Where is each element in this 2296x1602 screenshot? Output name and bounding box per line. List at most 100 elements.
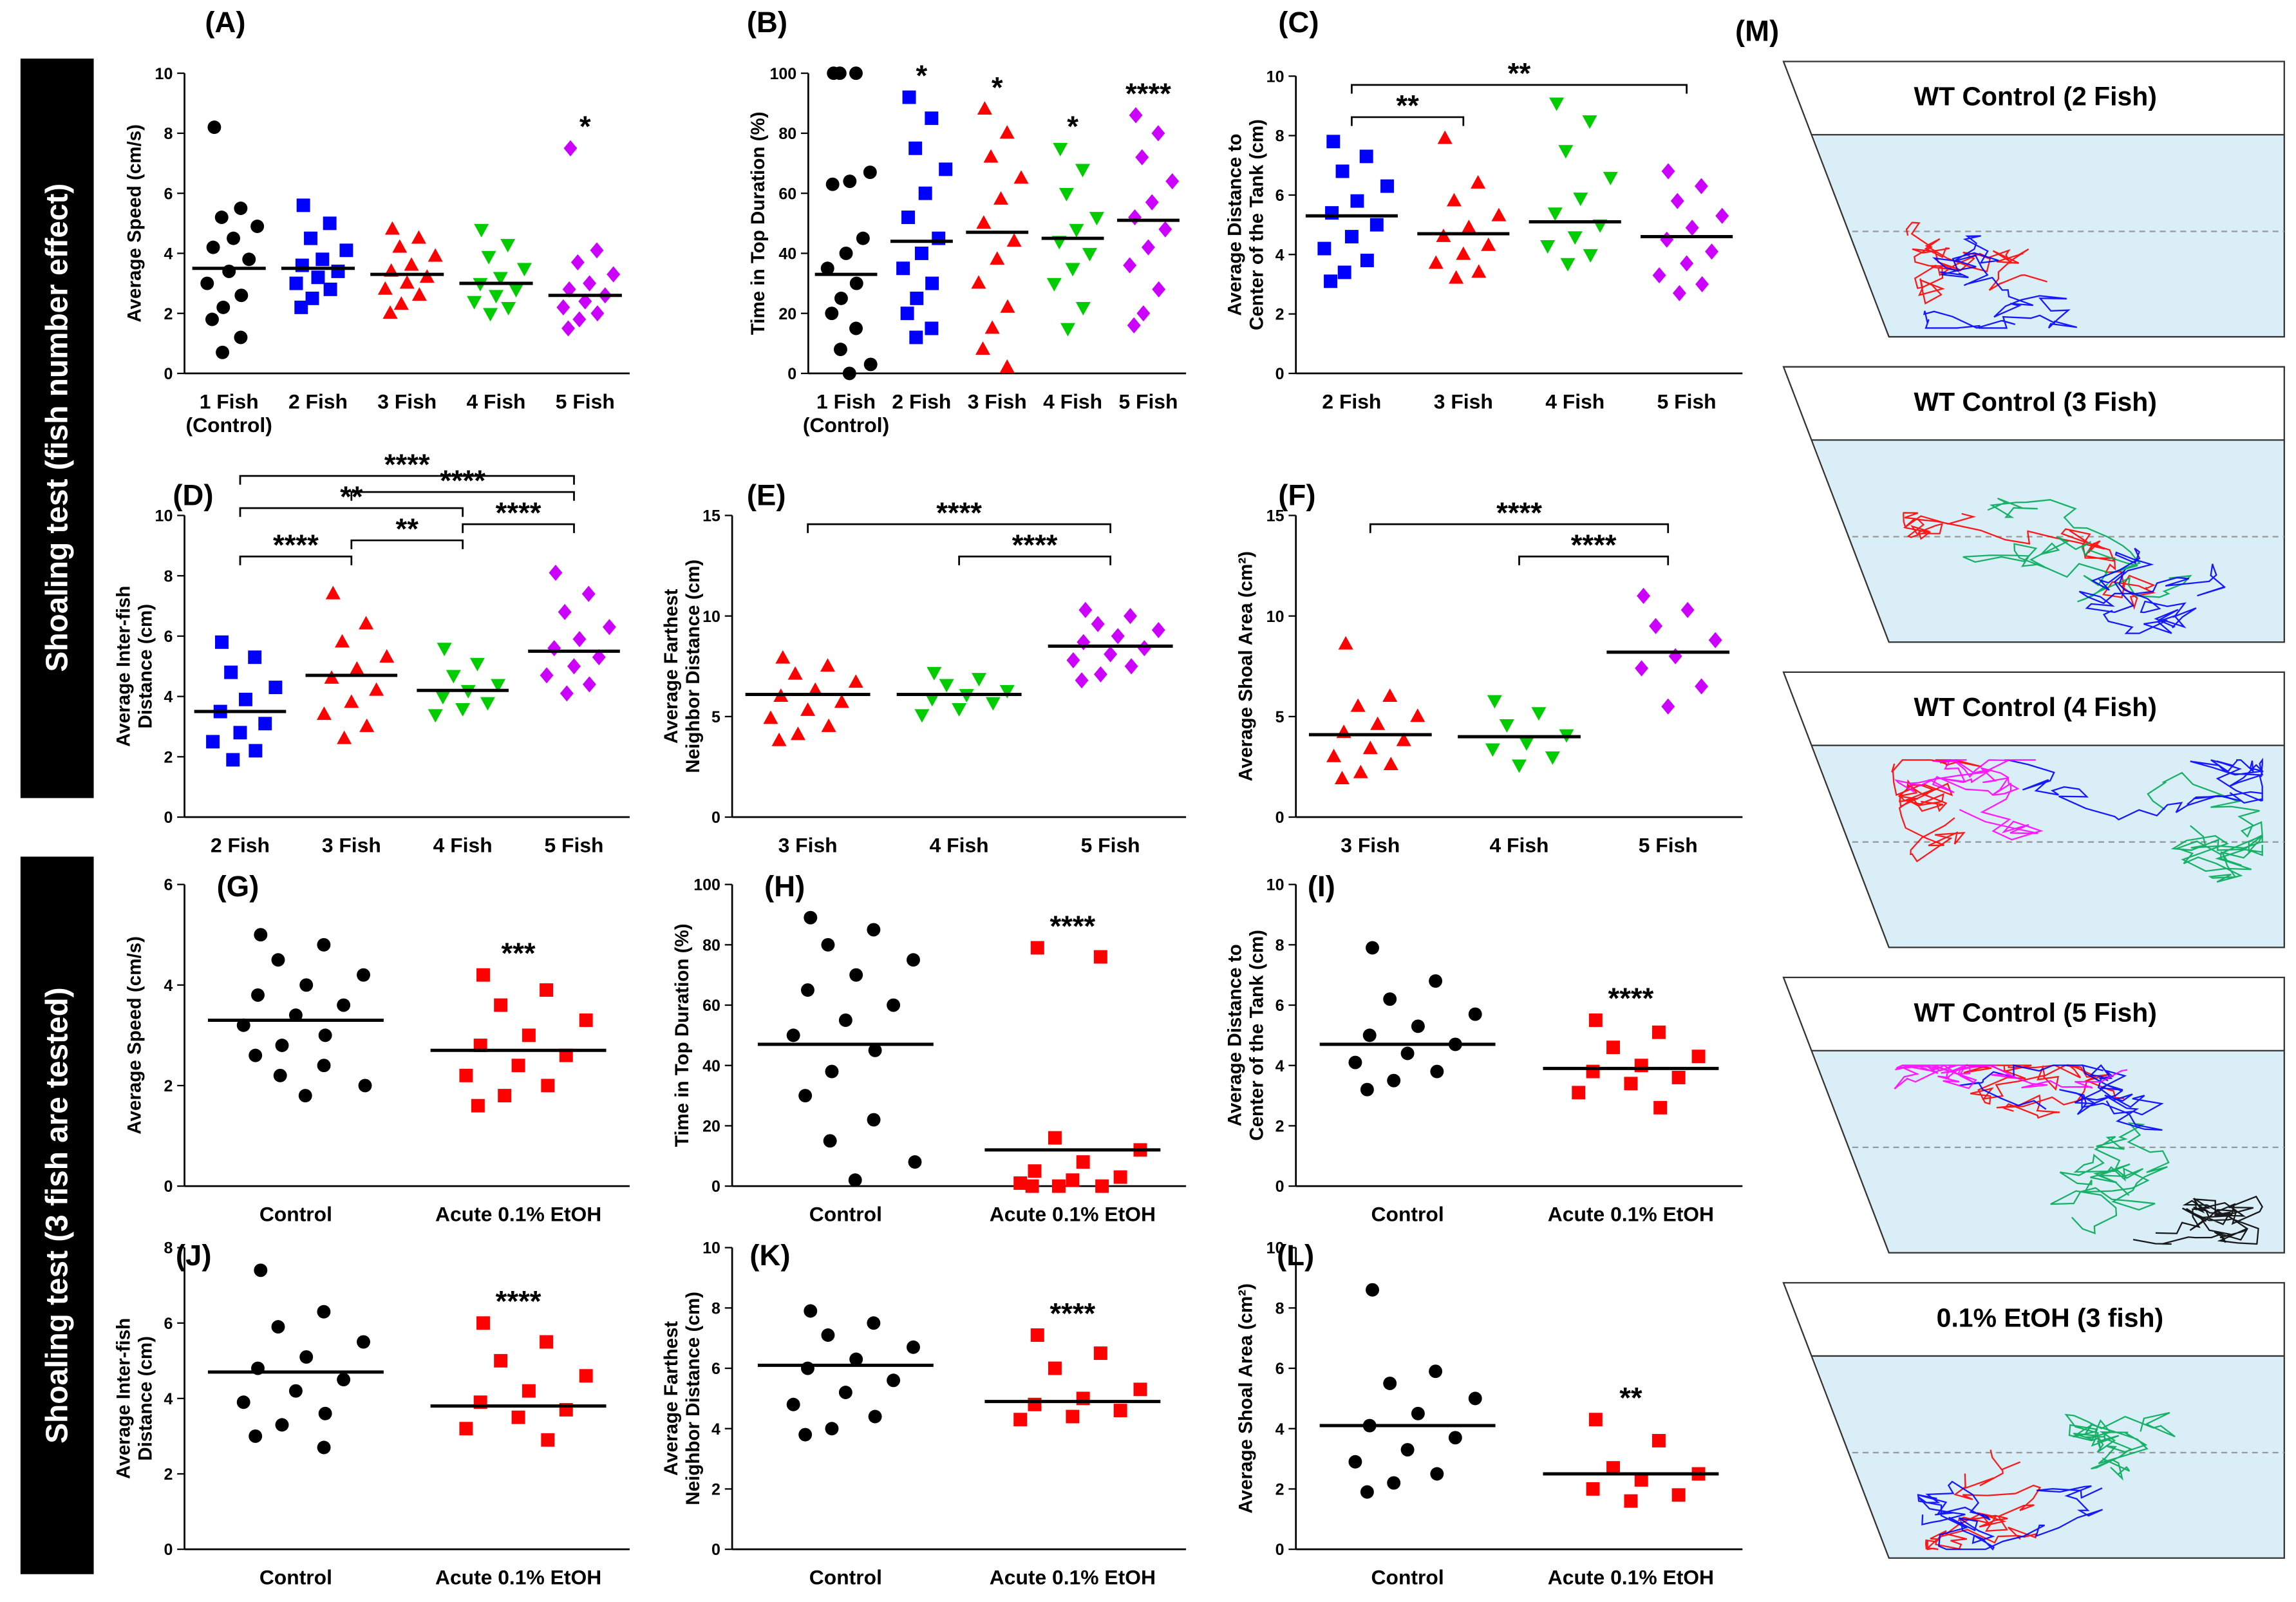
point [561,320,576,337]
point [227,231,240,245]
point [1560,258,1576,272]
panel-label: (J) [176,1239,212,1272]
point [206,735,220,749]
point [250,220,265,233]
panel-label: (D) [173,479,213,512]
point [248,650,262,664]
point [295,258,309,272]
x-tick-label: 4 Fish [1545,390,1604,413]
y-tick-label: 6 [164,876,173,894]
point [234,288,249,303]
point [1077,634,1091,650]
y-tick-label: 4 [1275,1420,1284,1438]
point [481,250,496,265]
y-tick-label: 6 [164,185,173,203]
point [1078,601,1093,618]
trajectory [2132,1195,2263,1245]
point [1066,1173,1080,1187]
point [1348,1055,1362,1070]
bracket [1351,84,1688,94]
point [985,697,1001,711]
x-tick-label: 5 Fish [556,390,615,413]
point [1519,737,1534,751]
point [317,1059,331,1073]
point [299,1350,314,1364]
point [1651,1434,1666,1447]
point [1133,1382,1147,1397]
side-label-box [20,58,94,798]
point [323,282,337,296]
y-tick-label: 2 [164,305,173,323]
point [258,717,272,731]
point [821,938,835,952]
x-tick-label: Acute 0.1% EtOH [435,1566,601,1589]
point [1512,759,1527,773]
y-axis-label: Average Speed (cm/s) [124,124,145,323]
y-tick-label: 4 [164,1390,173,1408]
x-tick-label: 1 Fish (Control) [186,390,272,437]
point [1429,1364,1443,1379]
point [1052,1179,1066,1193]
y-axis-label: Average Distance toCenter of the Tank (c… [1224,930,1267,1141]
point [1588,1013,1603,1027]
point [1649,617,1663,634]
point [801,983,814,997]
panel: (K) 0 2 4 6 8 10 Average FarthestNeighbor Dista… [661,1239,1187,1589]
point [476,1316,490,1330]
point [1637,587,1651,605]
y-tick-label: 2 [1275,1118,1284,1136]
y-tick-label: 8 [164,125,173,143]
point [357,968,370,982]
point [491,679,506,693]
point [1076,1155,1090,1169]
bracket [239,475,575,485]
point [1360,254,1374,267]
x-tick-label: 4 Fish [433,834,493,857]
point [1337,265,1351,279]
point [901,211,915,224]
significance-label: ** [1619,1381,1642,1414]
tank-title: WT Control (4 Fish) [1914,692,2157,722]
point [316,706,332,721]
trajectory [1962,497,2192,603]
point [999,125,1015,139]
point [1113,1404,1127,1418]
point [1670,193,1684,209]
panel: (E) 0 5 10 15 Average FarthestNeighbor Distan… [661,479,1187,857]
point [379,649,395,663]
point [1694,178,1708,194]
x-tick-label: 3 Fish [778,834,838,857]
y-tick-label: 0 [1275,1178,1284,1196]
point [849,321,863,335]
trajectory [2050,1122,2170,1235]
y-tick-label: 8 [164,1239,173,1258]
side-label: Shoaling test (fish number effect) [41,184,75,672]
panel-label: (C) [1278,6,1319,39]
point [1481,237,1496,251]
point [251,988,265,1002]
point [1104,646,1118,663]
point [358,1079,372,1093]
point [216,300,231,314]
point [910,291,924,305]
y-tick-label: 8 [1275,936,1284,954]
point [825,306,839,321]
bracket [350,491,575,501]
point [902,90,916,104]
point [384,221,400,235]
point [1410,708,1426,722]
y-tick-label: 2 [1275,306,1284,324]
point [1624,1494,1638,1508]
point [1671,1071,1686,1084]
point [1359,149,1373,164]
y-tick-label: 40 [702,1057,720,1075]
point [1634,1473,1648,1487]
point [540,1335,554,1349]
point [867,923,881,937]
point [337,998,351,1012]
tank: WT Control (2 Fish) [1782,61,2285,338]
point [849,968,863,982]
point [382,305,398,319]
point [249,1048,263,1062]
point [215,635,229,649]
